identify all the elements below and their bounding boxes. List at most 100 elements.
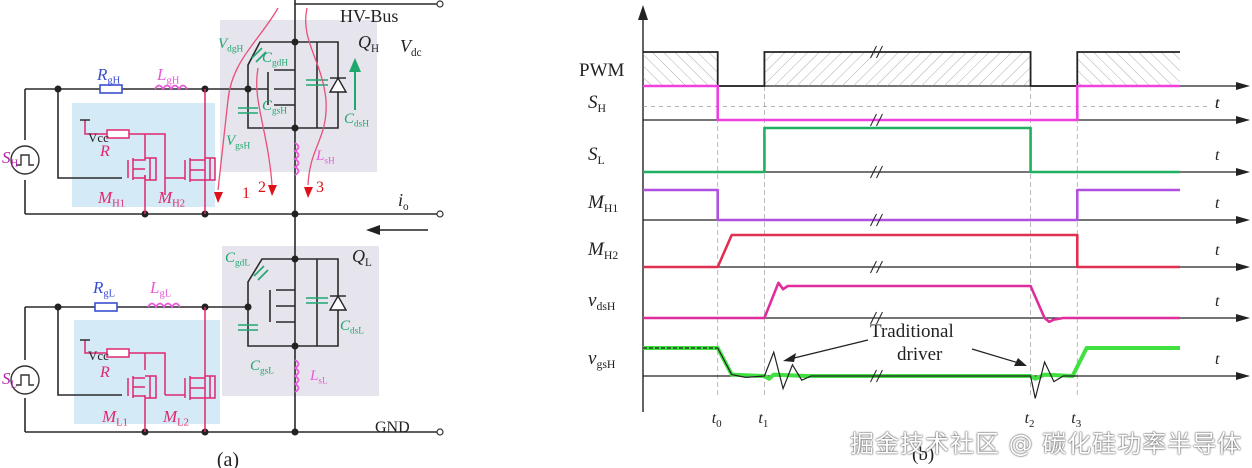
trace-SL <box>643 126 1180 174</box>
t-axis-label-MH1: t <box>1215 195 1220 212</box>
path-2-label: 2 <box>258 179 266 196</box>
vcc-low-label: Vcc <box>88 348 109 363</box>
path-3-label: 3 <box>316 179 324 196</box>
axis-arrow-icon-MH1 <box>1236 216 1250 224</box>
path-2-arrow <box>268 185 277 196</box>
half-bridge-circuit-diagram: HV-Bus GND (a) Vcc Vcc R R 1 2 3 SH RgH Lg… <box>2 0 444 468</box>
high-side-driver-circuit <box>84 89 216 214</box>
path-1-label: 1 <box>242 185 250 202</box>
hv-bus-label: HV-Bus <box>340 6 398 26</box>
lsh-inductor-icon <box>293 142 300 176</box>
hv-bus-wire <box>294 0 440 5</box>
gnd-terminal <box>436 428 444 436</box>
io-label: io <box>398 190 409 213</box>
t-axis-label-vdsH: t <box>1215 293 1220 310</box>
circuit-caption: (a) <box>217 449 239 468</box>
trace-PWM <box>643 51 1180 87</box>
qh-label: QH <box>358 32 379 55</box>
trace-label-SL: SL <box>588 144 605 167</box>
break-mark-SH <box>870 113 883 127</box>
axis-arrow-icon-vdsH <box>1236 314 1250 322</box>
lsh-label: LsH <box>315 148 335 166</box>
cgdh-label: CgdH <box>262 50 288 68</box>
low-side-mosfet-box <box>222 246 379 396</box>
trace-MH1 <box>643 188 1180 222</box>
lsl-label: LsL <box>309 368 328 386</box>
cdsl-label: CdsL <box>340 318 364 336</box>
low-side-driver-circuit <box>84 307 216 432</box>
ql-label: QL <box>352 246 372 269</box>
pwm-hatch-2 <box>1077 52 1180 86</box>
trace-label-PWM: PWM <box>579 60 625 81</box>
r-low-label: R <box>99 364 110 381</box>
t-axis-label-SL: t <box>1215 147 1220 164</box>
trace-vdsH <box>643 281 1180 324</box>
lsl-inductor-icon <box>293 359 300 393</box>
lgh-inductor-icon <box>154 84 188 91</box>
cdsh-label: CdsH <box>344 111 369 129</box>
trace-vgsH-traditional-driver <box>717 347 1078 399</box>
t-axis-label-vgsH: t <box>1215 351 1220 368</box>
rgl-resistor-icon <box>94 302 118 312</box>
lgh-label: LgH <box>156 65 180 87</box>
annotation-arrow-right <box>971 348 1023 365</box>
mh1-label: MH1 <box>97 188 125 210</box>
pwm-hatch-0 <box>643 52 718 86</box>
axis-arrow-icon-SH <box>1236 116 1250 124</box>
break-mark-MH2 <box>870 260 883 274</box>
trace-MH2 <box>643 233 1180 269</box>
sl-source-label: SL <box>2 369 17 391</box>
cgsh-label: CgsH <box>262 98 287 116</box>
low-side-driver-box <box>74 320 220 424</box>
y-axis-arrow-icon <box>638 5 648 20</box>
vgsh-label: VgsH <box>226 133 250 151</box>
axis-arrow-icon-PWM <box>1236 82 1250 90</box>
current-paths <box>217 7 327 191</box>
trace-label-vdsH: vdsH <box>588 290 616 313</box>
t-axis-label-MH2: t <box>1215 242 1220 259</box>
break-mark-PWM <box>870 45 883 59</box>
trace-label-MH2: MH2 <box>587 239 618 262</box>
sh-source-label: SH <box>2 148 19 170</box>
pwm-hatch-1 <box>764 52 1031 86</box>
r-high-label: R <box>99 143 110 160</box>
annotation-arrow-left-head-icon <box>783 353 796 362</box>
rgh-resistor-icon <box>99 84 123 94</box>
parasitic-capacitors <box>238 47 328 331</box>
axis-arrow-icon-vgsH <box>1236 372 1250 380</box>
trace-label-vgsH: vgsH <box>588 348 616 371</box>
trace-label-MH1: MH1 <box>587 192 618 215</box>
sh-pulse-source-icon <box>10 145 40 175</box>
axis-arrow-icon-MH2 <box>1236 263 1250 271</box>
break-mark-vdsH <box>870 311 883 325</box>
lgl-inductor-icon <box>147 302 181 309</box>
break-mark-vgsH <box>870 369 883 383</box>
gnd-label: GND <box>375 419 410 436</box>
vdc-label: Vdc <box>400 36 422 59</box>
break-mark-MH1 <box>870 213 883 227</box>
ml1-label: ML1 <box>101 407 128 429</box>
annotation-arrow-right-head-icon <box>1014 358 1027 366</box>
time-marker-label-t1: t1 <box>758 410 768 430</box>
rgl-label: RgL <box>92 278 115 300</box>
t-axis-label-SH: t <box>1215 95 1220 112</box>
watermark: 掘金技术社区 @ 碳化硅功率半导体 <box>850 430 1243 458</box>
ml2-label: ML2 <box>162 407 189 429</box>
time-marker-label-t0: t0 <box>712 410 722 430</box>
sl-pulse-source-icon <box>10 365 40 395</box>
t-axis-label-PWM: t <box>1215 95 1220 112</box>
junction-dots <box>54 38 299 436</box>
trace-SH <box>643 84 1180 122</box>
vdgh-label: VdgH <box>218 36 243 54</box>
vcc-high-label: Vcc <box>88 130 109 145</box>
rgh-label: RgH <box>96 65 121 87</box>
cgdl-label: CgdL <box>225 250 250 268</box>
cgsl-label: CgsL <box>250 358 274 376</box>
path-1-arrow <box>214 192 223 203</box>
path-3-arrow <box>304 187 313 198</box>
annotation-traditional: Traditional <box>870 321 954 342</box>
break-mark-SL <box>870 165 883 179</box>
annotation-arrow-left <box>789 339 869 360</box>
trace-label-SH: SH <box>588 92 607 115</box>
lgl-label: LgL <box>149 278 171 300</box>
